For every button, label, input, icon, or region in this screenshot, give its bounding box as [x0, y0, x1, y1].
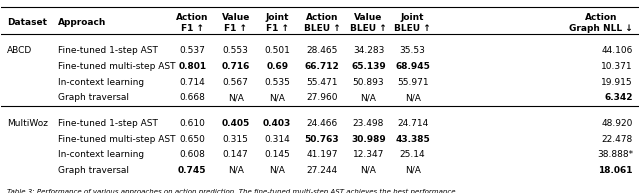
Text: 19.915: 19.915	[602, 78, 633, 87]
Text: 50.763: 50.763	[305, 135, 339, 144]
Text: 65.139: 65.139	[351, 62, 386, 71]
Text: 0.610: 0.610	[179, 119, 205, 128]
Text: 30.989: 30.989	[351, 135, 386, 144]
Text: Table 3: Performance of various approaches on action prediction. The fine-tuned : Table 3: Performance of various approach…	[7, 188, 458, 193]
Text: Value
F1 ↑: Value F1 ↑	[221, 13, 250, 33]
Text: 48.920: 48.920	[602, 119, 633, 128]
Text: 68.945: 68.945	[395, 62, 430, 71]
Text: In-context learning: In-context learning	[58, 150, 144, 159]
Text: 24.714: 24.714	[397, 119, 428, 128]
Text: 43.385: 43.385	[396, 135, 430, 144]
Text: MultiWoz: MultiWoz	[7, 119, 48, 128]
Text: 0.714: 0.714	[179, 78, 205, 87]
Text: 24.466: 24.466	[307, 119, 337, 128]
Text: 0.535: 0.535	[264, 78, 290, 87]
Text: 38.888*: 38.888*	[596, 150, 633, 159]
Text: 50.893: 50.893	[353, 78, 385, 87]
Text: 0.801: 0.801	[178, 62, 206, 71]
Text: 10.371: 10.371	[602, 62, 633, 71]
Text: 44.106: 44.106	[602, 46, 633, 55]
Text: 55.471: 55.471	[306, 78, 338, 87]
Text: N/A: N/A	[228, 166, 244, 175]
Text: 34.283: 34.283	[353, 46, 384, 55]
Text: N/A: N/A	[360, 93, 376, 102]
Text: Action
F1 ↑: Action F1 ↑	[176, 13, 209, 33]
Text: Graph traversal: Graph traversal	[58, 93, 129, 102]
Text: 18.061: 18.061	[598, 166, 633, 175]
Text: 0.608: 0.608	[179, 150, 205, 159]
Text: N/A: N/A	[360, 166, 376, 175]
Text: In-context learning: In-context learning	[58, 78, 144, 87]
Text: 0.553: 0.553	[223, 46, 249, 55]
Text: 0.69: 0.69	[266, 62, 288, 71]
Text: N/A: N/A	[404, 93, 420, 102]
Text: 0.147: 0.147	[223, 150, 248, 159]
Text: Action
Graph NLL ↓: Action Graph NLL ↓	[569, 13, 633, 33]
Text: N/A: N/A	[404, 166, 420, 175]
Text: 41.197: 41.197	[306, 150, 338, 159]
Text: Joint
F1 ↑: Joint F1 ↑	[266, 13, 289, 33]
Text: Graph traversal: Graph traversal	[58, 166, 129, 175]
Text: 0.405: 0.405	[221, 119, 250, 128]
Text: Value
BLEU ↑: Value BLEU ↑	[350, 13, 387, 33]
Text: 0.537: 0.537	[179, 46, 205, 55]
Text: 55.971: 55.971	[397, 78, 428, 87]
Text: 27.244: 27.244	[307, 166, 337, 175]
Text: ABCD: ABCD	[7, 46, 33, 55]
Text: 0.145: 0.145	[264, 150, 290, 159]
Text: 0.501: 0.501	[264, 46, 290, 55]
Text: 0.403: 0.403	[263, 119, 291, 128]
Text: 28.465: 28.465	[306, 46, 338, 55]
Text: N/A: N/A	[228, 93, 244, 102]
Text: 0.567: 0.567	[223, 78, 249, 87]
Text: 0.716: 0.716	[221, 62, 250, 71]
Text: 35.53: 35.53	[399, 46, 426, 55]
Text: 25.14: 25.14	[400, 150, 426, 159]
Text: N/A: N/A	[269, 93, 285, 102]
Text: 66.712: 66.712	[305, 62, 339, 71]
Text: 0.314: 0.314	[264, 135, 290, 144]
Text: Fine-tuned 1-step AST: Fine-tuned 1-step AST	[58, 46, 158, 55]
Text: 27.960: 27.960	[306, 93, 338, 102]
Text: 0.315: 0.315	[223, 135, 249, 144]
Text: Joint
BLEU ↑: Joint BLEU ↑	[394, 13, 431, 33]
Text: 0.745: 0.745	[178, 166, 207, 175]
Text: Action
BLEU ↑: Action BLEU ↑	[303, 13, 340, 33]
Text: Fine-tuned multi-step AST: Fine-tuned multi-step AST	[58, 62, 175, 71]
Text: Fine-tuned multi-step AST: Fine-tuned multi-step AST	[58, 135, 175, 144]
Text: 6.342: 6.342	[604, 93, 633, 102]
Text: 0.668: 0.668	[179, 93, 205, 102]
Text: N/A: N/A	[269, 166, 285, 175]
Text: 22.478: 22.478	[602, 135, 633, 144]
Text: 0.650: 0.650	[179, 135, 205, 144]
Text: 23.498: 23.498	[353, 119, 384, 128]
Text: Fine-tuned 1-step AST: Fine-tuned 1-step AST	[58, 119, 158, 128]
Text: 12.347: 12.347	[353, 150, 384, 159]
Text: Dataset: Dataset	[7, 18, 47, 27]
Text: Approach: Approach	[58, 18, 106, 27]
